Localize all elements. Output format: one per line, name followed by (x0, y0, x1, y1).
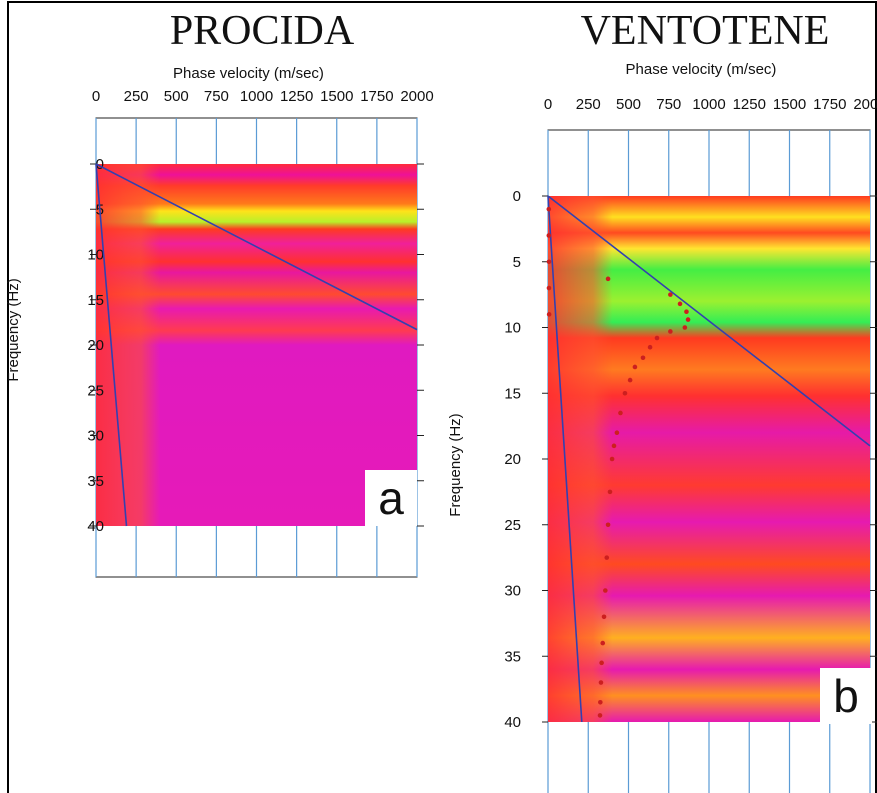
pick-point (610, 457, 615, 462)
x-tick-label: 0 (92, 88, 100, 105)
pick-point (683, 325, 688, 330)
y-tick-label: 5 (513, 254, 521, 271)
x-tick-label: 1500 (773, 96, 806, 113)
y-axis-label: Frequency (Hz) (447, 413, 464, 516)
x-tick-label: 250 (576, 96, 601, 113)
pick-point (628, 378, 633, 383)
x-tick-label: 1750 (813, 96, 846, 113)
chart-title: VENTOTENE (581, 8, 830, 54)
pick-point (633, 365, 638, 370)
y-tick-label: 15 (87, 292, 104, 309)
pick-point (602, 615, 607, 620)
pick-point (684, 309, 689, 314)
heatmap-wash (96, 164, 160, 526)
pick-point (686, 317, 691, 322)
x-axis-label: Phase velocity (m/sec) (626, 61, 777, 78)
y-tick-label: 25 (87, 382, 104, 399)
pick-point (668, 329, 673, 334)
x-tick-label: 250 (124, 88, 149, 105)
y-tick-label: 20 (87, 337, 104, 354)
y-tick-label: 10 (504, 320, 521, 337)
pick-point (600, 641, 605, 646)
x-tick-label: 2000 (400, 88, 433, 105)
y-tick-label: 20 (504, 451, 521, 468)
panel-label: a (378, 472, 404, 524)
figure: 0250500750100012501500175020000510152025… (0, 0, 877, 793)
x-tick-label: 1250 (733, 96, 766, 113)
y-tick-label: 40 (504, 714, 521, 731)
y-tick-label: 35 (504, 648, 521, 665)
pick-point (668, 292, 673, 297)
y-tick-label: 30 (87, 428, 104, 445)
x-tick-label: 750 (204, 88, 229, 105)
x-tick-label: 1000 (240, 88, 273, 105)
y-tick-label: 30 (504, 583, 521, 600)
pick-point (678, 302, 683, 307)
pick-point (599, 680, 604, 685)
page: {"chart_data": [ {"type": "heatmap", "ti… (0, 0, 877, 793)
pick-point (606, 522, 611, 527)
pick-point (547, 233, 552, 238)
pick-point (615, 430, 620, 435)
chart-title: PROCIDA (170, 8, 355, 54)
pick-point (547, 286, 552, 291)
pick-point (547, 259, 552, 264)
pick-point (612, 444, 617, 449)
x-tick-label: 1000 (692, 96, 725, 113)
pick-point (604, 555, 609, 560)
pick-point (598, 713, 603, 718)
x-axis-label: Phase velocity (m/sec) (173, 65, 324, 82)
y-axis-label: Frequency (Hz) (5, 278, 22, 381)
pick-point (623, 391, 628, 396)
pick-point (599, 661, 604, 666)
y-tick-label: 10 (87, 247, 104, 264)
y-tick-label: 35 (87, 473, 104, 490)
y-tick-label: 0 (513, 188, 521, 205)
x-tick-label: 500 (616, 96, 641, 113)
pick-point (547, 312, 552, 317)
x-tick-label: 1250 (280, 88, 313, 105)
pick-point (648, 345, 653, 350)
x-tick-label: 1500 (320, 88, 353, 105)
panel-label: b (833, 670, 859, 722)
pick-point (598, 700, 603, 705)
pick-point (655, 336, 660, 341)
x-tick-label: 1750 (360, 88, 393, 105)
y-tick-label: 15 (504, 385, 521, 402)
x-tick-label: 2000 (853, 96, 877, 113)
pick-point (606, 277, 611, 282)
x-tick-label: 0 (544, 96, 552, 113)
x-tick-label: 750 (656, 96, 681, 113)
y-tick-label: 40 (87, 518, 104, 535)
x-tick-label: 500 (164, 88, 189, 105)
pick-point (641, 355, 646, 360)
pick-point (603, 588, 608, 593)
pick-point (618, 411, 623, 416)
pick-point (608, 490, 613, 495)
pick-point (547, 207, 552, 212)
y-tick-label: 25 (504, 517, 521, 534)
